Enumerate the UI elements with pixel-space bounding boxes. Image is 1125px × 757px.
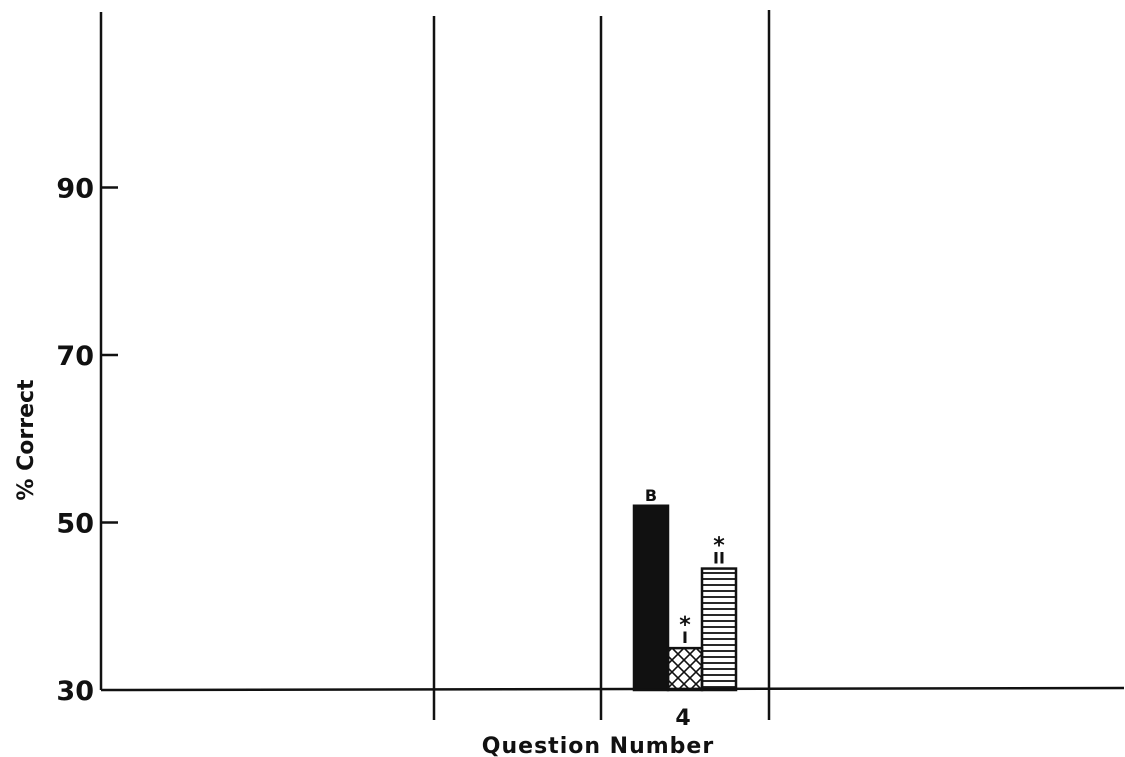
x-axis-title: Question Number [482, 734, 714, 757]
significance-marker: * [679, 613, 691, 638]
bar-label-B: B [645, 486, 657, 505]
y-tick-label: 90 [56, 174, 94, 205]
bar-label-II: II [713, 549, 725, 568]
x-tick-label: 4 [675, 706, 690, 731]
bar-B [632, 504, 670, 692]
y-tick-label: 50 [56, 509, 94, 540]
significance-marker: * [713, 534, 725, 559]
bar-II [700, 567, 738, 692]
bar-label-I: I [682, 628, 688, 647]
y-axis-title: % Correct [14, 379, 39, 501]
y-tick-label: 30 [56, 676, 94, 707]
x-axis-baseline [100, 686, 1125, 692]
y-tick-label: 70 [56, 341, 94, 372]
bar-I [666, 646, 704, 692]
